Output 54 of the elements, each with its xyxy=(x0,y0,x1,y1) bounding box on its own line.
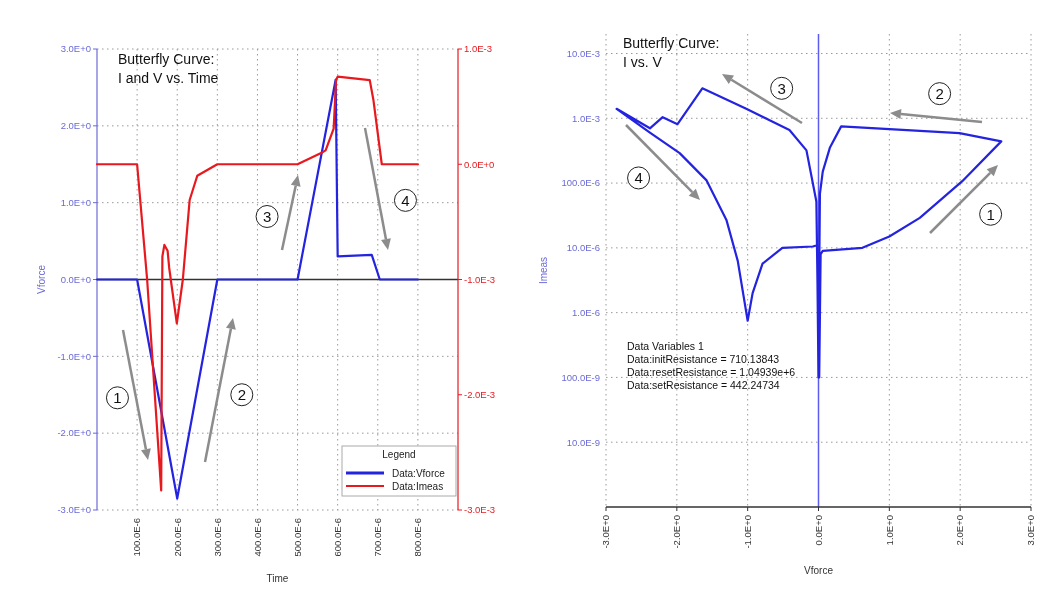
x-tick-label: 0.0E+0 xyxy=(812,515,824,546)
x-tick-label: 2.0E+0 xyxy=(954,515,966,546)
x-tick-label: -1.0E+0 xyxy=(741,515,753,549)
annotation: 4 xyxy=(634,169,643,187)
text: Butterfly Curve: I and V vs. Time xyxy=(118,51,219,86)
annotation: 1 xyxy=(113,389,122,407)
y2-tick-label: -3.0E-3 xyxy=(464,504,496,516)
x-tick-label: 1.0E+0 xyxy=(883,515,895,546)
annotation: 3 xyxy=(777,79,786,97)
y-tick-label: 100.0E-6 xyxy=(561,177,600,189)
x-tick-label: 200.0E-6 xyxy=(171,518,183,557)
x-tick-label: 3.0E+0 xyxy=(1025,515,1037,546)
annotation: 3 xyxy=(262,207,272,225)
y-tick-label: 10.0E-9 xyxy=(566,436,600,448)
x-tick-label: 400.0E-6 xyxy=(251,518,263,557)
legend-label: Data:Imeas xyxy=(392,480,444,492)
annotation: Data:initResistance = 710.13843 xyxy=(627,353,780,365)
y-tick-label: 3.0E+0 xyxy=(60,43,91,55)
y2-tick-label: -1.0E-3 xyxy=(464,273,496,285)
annotation: 2 xyxy=(237,386,246,404)
y-axis-title: Imeas xyxy=(538,256,549,285)
legend-label: Data:Vforce xyxy=(392,467,446,479)
y-tick-label: -2.0E+0 xyxy=(57,427,91,439)
x-axis-title: Time xyxy=(266,573,289,584)
y2-tick-label: -2.0E-3 xyxy=(464,389,496,401)
y-tick-label: 1.0E-3 xyxy=(572,112,600,124)
y-tick-label: 10.0E-3 xyxy=(566,47,600,59)
annotation: 4 xyxy=(401,191,410,209)
annotation: Data:resetResistance = 1.04939e+6 xyxy=(627,366,796,378)
annotation: 1 xyxy=(986,205,995,223)
y2-tick-label: 1.0E-3 xyxy=(464,43,492,55)
legend-title: Legend xyxy=(382,449,416,460)
y-tick-label: 0.0E+0 xyxy=(60,273,91,285)
annotation: 2 xyxy=(935,85,944,103)
y-tick-label: 10.0E-6 xyxy=(566,242,600,254)
y-tick-label: -3.0E+0 xyxy=(57,504,91,516)
x-tick-label: 300.0E-6 xyxy=(211,518,223,557)
y-axis-title: Vforce xyxy=(36,264,47,294)
annotation: Data Variables 1 xyxy=(627,340,705,352)
x-tick-label: -2.0E+0 xyxy=(671,515,683,549)
x-tick-label: 100.0E-6 xyxy=(131,518,143,557)
x-tick-label: 600.0E-6 xyxy=(331,518,343,557)
y2-tick-label: 0.0E+0 xyxy=(464,158,495,170)
annotation: Data:setResistance = 442.24734 xyxy=(627,379,780,391)
text: Butterfly Curve: I vs. V xyxy=(623,35,720,70)
y-tick-label: 2.0E+0 xyxy=(60,120,91,132)
y-tick-label: 1.0E-6 xyxy=(572,306,600,318)
y-tick-label: -1.0E+0 xyxy=(57,350,91,362)
x-axis-title: Vforce xyxy=(804,565,834,576)
x-tick-label: 800.0E-6 xyxy=(412,518,424,557)
x-tick-label: 500.0E-6 xyxy=(291,518,303,557)
y-tick-label: 1.0E+0 xyxy=(60,196,91,208)
x-tick-label: 700.0E-6 xyxy=(372,518,384,557)
y-tick-label: 100.0E-9 xyxy=(561,371,600,383)
